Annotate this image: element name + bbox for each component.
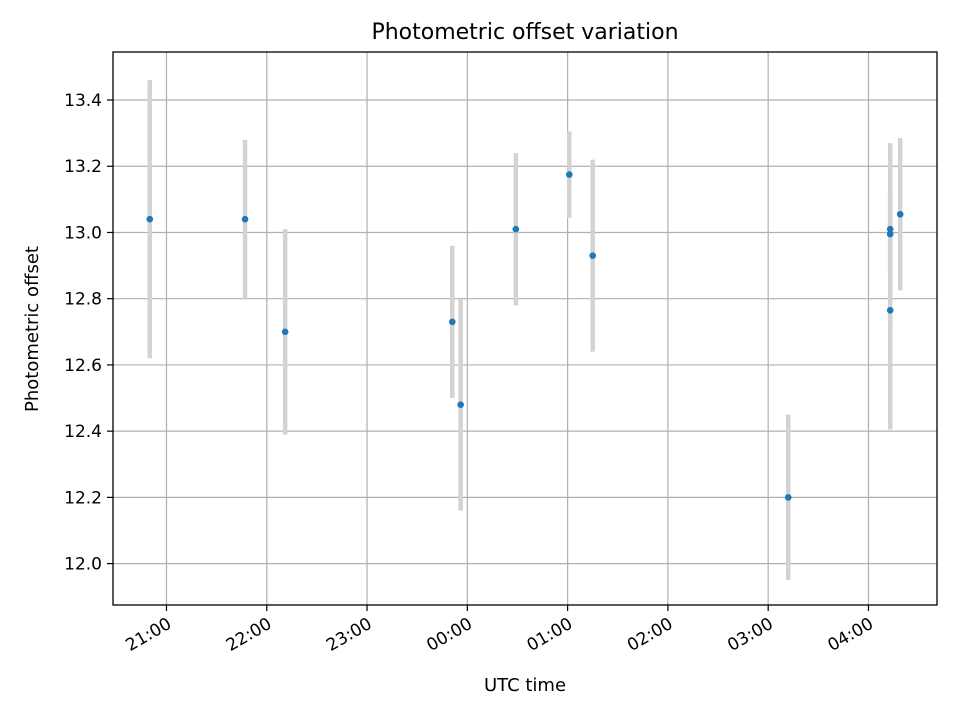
- y-tick-label: 13.0: [64, 223, 102, 243]
- error-bars: [147, 80, 903, 581]
- y-tick-label: 12.2: [64, 488, 102, 508]
- y-tick-label: 12.6: [64, 356, 102, 376]
- data-point: [784, 494, 792, 501]
- x-tick-label: 23:00: [323, 614, 375, 656]
- data-point: [281, 328, 289, 336]
- data-point: [886, 225, 894, 233]
- y-axis-ticks: 12.0 12.2 12.4 12.6 12.8 13.0 13.2 13.4: [64, 91, 113, 575]
- data-point: [565, 171, 573, 178]
- x-tick-label: 22:00: [223, 614, 275, 656]
- x-tick-label: 00:00: [423, 614, 475, 656]
- x-tick-label: 03:00: [724, 614, 776, 656]
- x-tick-label: 02:00: [624, 614, 676, 656]
- y-tick-label: 12.0: [64, 555, 102, 575]
- data-point: [241, 215, 249, 223]
- data-point: [146, 215, 154, 223]
- data-point: [886, 306, 894, 314]
- data-point: [512, 225, 520, 233]
- data-point: [457, 401, 464, 408]
- x-tick-label: 21:00: [123, 614, 175, 656]
- x-axis-label: UTC time: [484, 675, 566, 696]
- x-tick-label: 04:00: [825, 614, 877, 656]
- grid: [113, 52, 937, 605]
- data-point: [886, 230, 894, 238]
- chart-title: Photometric offset variation: [371, 20, 678, 45]
- y-tick-label: 13.4: [64, 91, 102, 111]
- y-tick-label: 13.2: [64, 157, 102, 177]
- y-axis-label: Photometric offset: [22, 246, 43, 412]
- plot-frame: [112, 51, 938, 606]
- x-axis-ticks: 21:00 22:00 23:00 00:00 01:00 02:00 03:00 04:00: [123, 605, 877, 656]
- data-point: [896, 210, 904, 218]
- data-point: [589, 252, 596, 259]
- data-point: [448, 318, 456, 326]
- x-tick-label: 01:00: [524, 614, 576, 656]
- data-points: [146, 171, 904, 501]
- y-tick-label: 12.8: [64, 290, 102, 310]
- y-tick-label: 12.4: [64, 422, 102, 442]
